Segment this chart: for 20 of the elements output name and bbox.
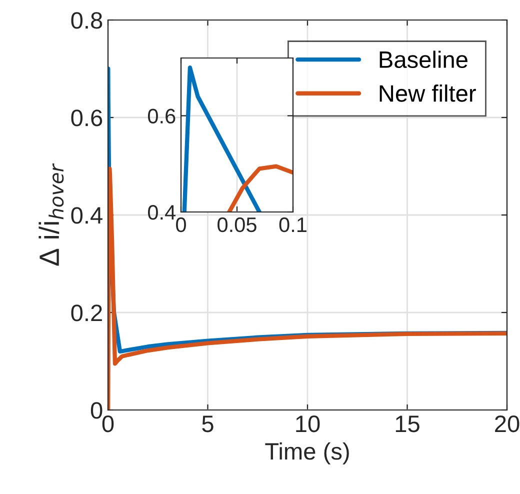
- legend-label: New filter: [380, 84, 476, 102]
- y-tick-label: 0.4: [148, 205, 176, 220]
- line-series: [227, 164, 293, 212]
- y-tick-label: 0: [90, 402, 102, 419]
- x-tick-label: 0.1: [279, 217, 306, 232]
- x-tick-label: 15: [396, 416, 420, 432]
- x-tick-label: 0.05: [218, 217, 256, 232]
- x-tick-label: 10: [296, 415, 320, 432]
- legend-label: Baseline: [380, 50, 468, 68]
- x-axis-title: Time (s): [265, 442, 349, 464]
- y-tick-label: 0.6: [71, 110, 102, 126]
- y-tick-label: 0.4: [71, 207, 102, 224]
- y-tick-label: 0.8: [71, 12, 102, 29]
- x-tick-label: 0: [102, 415, 114, 432]
- y-tick-label: 0.6: [148, 108, 176, 124]
- x-tick-label: 5: [202, 416, 214, 432]
- y-tick-label: 0.2: [71, 304, 102, 322]
- x-tick-label: 20: [495, 415, 520, 432]
- y-axis-title: Δ i/i$_{hover}$: [38, 163, 64, 266]
- x-tick-label: 0: [176, 217, 186, 232]
